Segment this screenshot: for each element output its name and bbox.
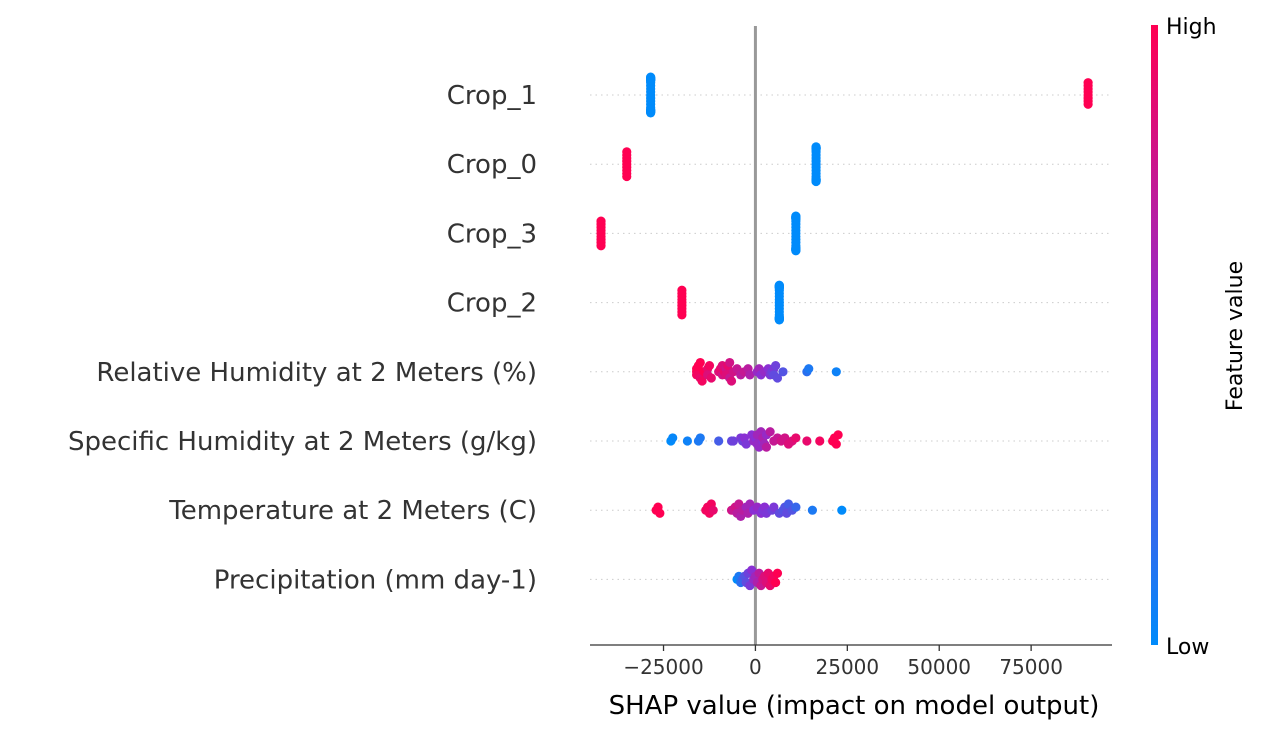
shap-point <box>761 442 772 452</box>
shap-point <box>831 439 841 449</box>
shap-point <box>596 241 606 251</box>
shap-point <box>791 211 801 221</box>
shap-point <box>655 508 665 518</box>
shap-point <box>622 171 632 182</box>
feature-label: Crop_3 <box>447 219 537 249</box>
shap-point <box>831 367 841 377</box>
shap-point <box>745 370 755 380</box>
shap-point <box>1083 99 1093 109</box>
shap-point <box>725 357 735 368</box>
shap-point <box>774 315 784 325</box>
shap-point <box>677 285 687 295</box>
x-axis-title: SHAP value (impact on model output) <box>609 691 1100 721</box>
row-gridlines <box>590 94 1112 580</box>
shap-point <box>706 373 716 383</box>
colorbar <box>1151 25 1158 645</box>
colorbar-high-label: High <box>1166 15 1217 40</box>
shap-point <box>697 376 707 386</box>
shap-point <box>596 216 606 226</box>
shap-point <box>811 176 821 186</box>
shap-point <box>708 505 718 515</box>
shap-point <box>774 281 784 291</box>
x-tick-label: 0 <box>749 655 762 679</box>
shap-point <box>622 147 632 157</box>
shap-point <box>704 361 715 371</box>
feature-label: Specific Humidity at 2 Meters (g/kg) <box>68 427 537 457</box>
shap-point <box>804 364 814 374</box>
x-tick-label: 25000 <box>816 655 880 679</box>
shap-point <box>772 568 783 578</box>
shap-point <box>811 142 821 152</box>
shap-point <box>1083 78 1093 88</box>
x-tick-label: 75000 <box>999 655 1063 679</box>
x-axis-ticks: −25000 0 25000 50000 75000 <box>623 645 1063 679</box>
shap-point <box>741 439 751 449</box>
shap-point <box>778 367 788 377</box>
feature-label: Crop_0 <box>447 150 537 180</box>
feature-label: Relative Humidity at 2 Meters (%) <box>96 358 537 388</box>
colorbar-low-label: Low <box>1166 635 1209 660</box>
shap-point <box>772 373 783 383</box>
shap-point <box>807 505 818 515</box>
shap-point <box>815 436 825 446</box>
shap-point <box>646 108 656 118</box>
shap-points <box>596 72 1093 591</box>
feature-label: Precipitation (mm day-1) <box>214 565 537 595</box>
shap-point <box>765 427 775 437</box>
shap-point <box>833 430 843 440</box>
shap-point <box>791 245 801 255</box>
shap-point <box>837 505 847 515</box>
shap-point <box>668 433 678 443</box>
shap-point <box>695 433 705 443</box>
colorbar-title: Feature value <box>1223 261 1248 411</box>
shap-point <box>791 433 801 443</box>
shap-point <box>646 75 656 85</box>
feature-labels: Crop_1 Crop_0 Crop_3 Crop_2 Relative Humidit… <box>68 81 537 595</box>
shap-point <box>726 376 737 386</box>
x-tick-label: −25000 <box>623 655 703 679</box>
feature-label: Crop_2 <box>447 289 537 319</box>
shap-point <box>769 502 779 512</box>
shap-point <box>802 436 812 446</box>
shap-point <box>695 357 705 368</box>
shap-point <box>677 310 687 320</box>
shap-point <box>771 577 781 588</box>
shap-point <box>791 502 801 512</box>
x-tick-label: 50000 <box>907 655 971 679</box>
feature-label: Crop_1 <box>447 81 537 111</box>
shap-point <box>682 436 693 446</box>
shap-point <box>771 361 781 371</box>
shap-point <box>714 436 724 446</box>
shap-point <box>728 436 738 446</box>
feature-label: Temperature at 2 Meters (C) <box>168 496 537 526</box>
